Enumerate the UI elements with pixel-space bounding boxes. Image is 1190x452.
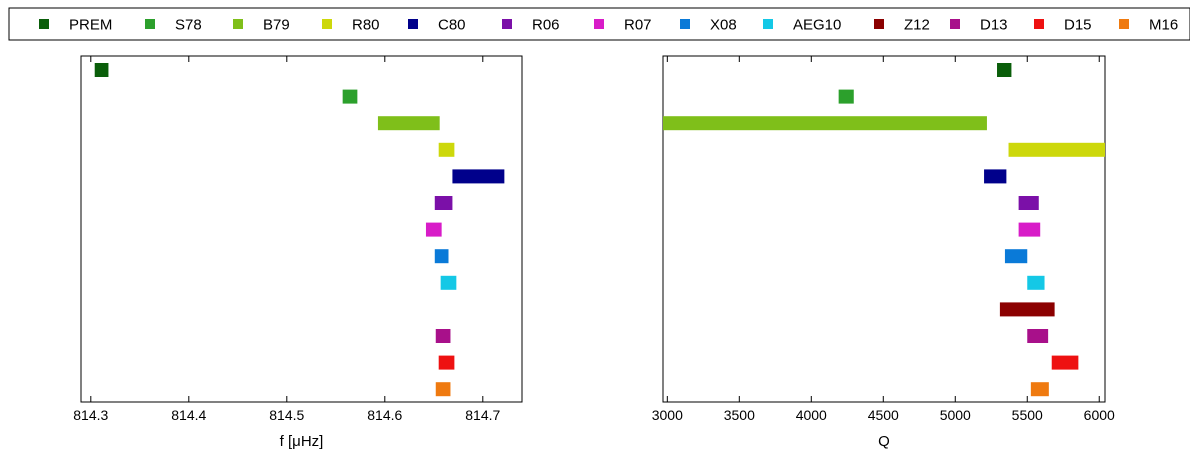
bar-m16 [1030,382,1049,397]
legend-swatch-m16 [1119,19,1129,29]
legend-swatch-x08 [680,19,690,29]
legend-label-r06: R06 [532,17,560,34]
bar-x08 [434,249,449,264]
plot-frame [80,55,523,403]
legend-label-m16: M16 [1149,17,1178,34]
chart-panels: 814.3 814.4 814.5 814.6 814.7 f [μHz] 3000 3500… [73,55,1115,450]
bar-b79 [377,116,440,131]
x-tick-label: 814.4 [171,407,206,423]
legend: PREM S78 B79 R80 C80 R06 R07 X08 AEG10 Z12 D13 D15 M… [8,7,1190,41]
legend-swatch-r80 [322,19,332,29]
bar-b79 [663,116,987,131]
x-tick-label: 6000 [1084,407,1115,423]
bar-c80 [452,169,505,184]
x-tick-label: 814.3 [73,407,108,423]
legend-label-r80: R80 [352,17,380,34]
legend-label-s78: S78 [175,17,202,34]
bar-d13 [1027,329,1049,343]
legend-swatch-r07 [594,19,604,29]
x-tick-label: 3500 [724,407,755,423]
bar-m16 [435,382,451,397]
chart-panel-2: 3000 3500 4000 4500 5000 5500 6000 Q [652,55,1115,450]
x-tick-label: 4500 [868,407,899,423]
legend-swatch-d13 [950,19,960,29]
legend-label-aeg10: AEG10 [793,17,841,34]
x-axis-label: Q [878,433,890,450]
bar-c80 [984,169,1007,184]
bar-s78 [838,89,854,104]
legend-swatch-b79 [233,19,243,29]
legend-swatch-z12 [874,19,884,29]
x-tick-label: 814.5 [269,407,304,423]
x-tick-label: 814.7 [465,407,500,423]
legend-label-x08: X08 [710,17,737,34]
bar-prem [94,63,109,77]
legend-swatch-prem [39,19,49,29]
x-tick-label: 4000 [796,407,827,423]
legend-label-prem: PREM [69,17,112,34]
bar-r06 [434,196,453,210]
legend-swatch-c80 [408,19,418,29]
x-axis-label: f [μHz] [280,433,324,450]
plot-frame [662,55,1106,403]
bar-x08 [1004,249,1028,264]
bar-z12 [999,302,1055,317]
bar-r07 [425,222,442,237]
legend-swatch-s78 [145,19,155,29]
x-tick-label: 5000 [940,407,971,423]
legend-swatch-d15 [1034,19,1044,29]
bar-r06 [1018,196,1039,210]
x-tick-label: 3000 [652,407,683,423]
bar-d15 [1051,355,1079,370]
legend-label-r07: R07 [624,17,652,34]
legend-swatch-r06 [502,19,512,29]
legend-label-b79: B79 [263,17,290,34]
bar-aeg10 [440,275,457,290]
chart-panel-1: 814.3 814.4 814.5 814.6 814.7 f [μHz] [73,55,523,450]
bar-r07 [1018,222,1041,237]
legend-label-c80: C80 [438,17,466,34]
legend-label-d13: D13 [980,17,1008,34]
bar-d15 [438,355,455,370]
bar-d13 [435,329,451,343]
x-tick-label: 814.6 [367,407,402,423]
bar-s78 [342,89,358,104]
legend-label-d15: D15 [1064,17,1092,34]
x-tick-label: 5500 [1012,407,1043,423]
bar-prem [997,63,1012,77]
legend-swatch-aeg10 [763,19,773,29]
bar-aeg10 [1027,275,1045,290]
bar-r80 [438,142,455,157]
legend-label-z12: Z12 [904,17,930,34]
bar-r80 [1008,142,1105,157]
